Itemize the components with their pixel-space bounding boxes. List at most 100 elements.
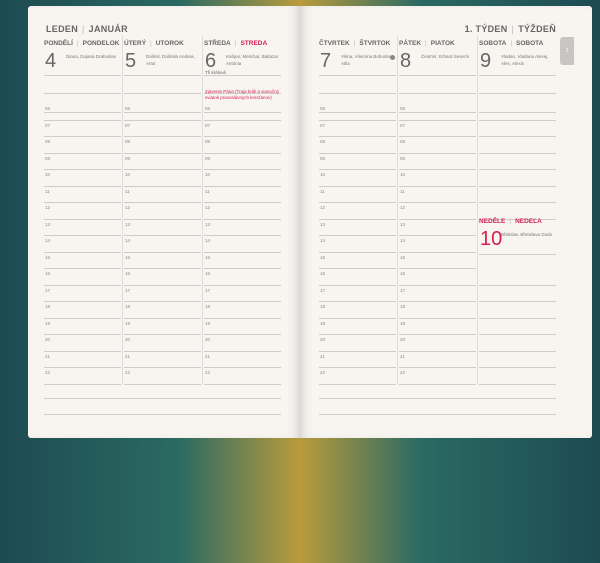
hour-line[interactable] — [479, 367, 556, 368]
writing-line[interactable] — [44, 93, 121, 94]
hour-line[interactable] — [44, 317, 121, 319]
hour-line[interactable] — [44, 235, 121, 236]
hour-line[interactable] — [124, 301, 201, 302]
writing-line[interactable] — [479, 254, 556, 255]
hour-line[interactable] — [204, 119, 281, 121]
hour-line[interactable] — [399, 218, 476, 220]
hour-line[interactable] — [44, 334, 121, 335]
hour-line[interactable] — [399, 268, 476, 269]
hour-line[interactable] — [319, 251, 396, 253]
hour-line[interactable] — [399, 251, 476, 253]
hour-line[interactable] — [204, 367, 281, 368]
hour-line[interactable] — [44, 136, 121, 137]
hour-line[interactable] — [124, 152, 201, 154]
hour-line[interactable] — [44, 367, 121, 368]
hour-line[interactable] — [124, 334, 201, 335]
hour-line[interactable] — [204, 185, 281, 187]
hour-line[interactable] — [319, 383, 396, 385]
writing-line[interactable] — [204, 93, 281, 94]
writing-line[interactable] — [204, 75, 281, 76]
hour-line[interactable] — [44, 301, 121, 302]
hour-line[interactable] — [44, 152, 121, 154]
hour-line[interactable] — [319, 268, 396, 269]
hour-line[interactable] — [319, 367, 396, 368]
writing-line[interactable] — [44, 75, 121, 76]
writing-line[interactable] — [204, 112, 281, 113]
hour-line[interactable] — [124, 119, 201, 121]
hour-line[interactable] — [399, 169, 476, 170]
hour-line[interactable] — [479, 169, 556, 170]
hour-line[interactable] — [124, 202, 201, 203]
hour-line[interactable] — [479, 136, 556, 137]
hour-line[interactable] — [319, 169, 396, 170]
hour-line[interactable] — [44, 119, 121, 121]
hour-line[interactable] — [399, 235, 476, 236]
hour-line[interactable] — [399, 119, 476, 121]
hour-line[interactable] — [124, 251, 201, 253]
hour-line[interactable] — [124, 185, 201, 187]
hour-line[interactable] — [44, 251, 121, 253]
hour-line[interactable] — [204, 317, 281, 319]
writing-line[interactable] — [399, 75, 476, 76]
bottom-line[interactable] — [44, 414, 281, 415]
hour-line[interactable] — [319, 136, 396, 137]
hour-line[interactable] — [319, 218, 396, 220]
hour-line[interactable] — [124, 383, 201, 385]
hour-line[interactable] — [399, 136, 476, 137]
writing-line[interactable] — [479, 93, 556, 94]
hour-line[interactable] — [319, 317, 396, 319]
writing-line[interactable] — [479, 112, 556, 113]
hour-line[interactable] — [319, 284, 396, 286]
hour-line[interactable] — [204, 235, 281, 236]
hour-line[interactable] — [479, 334, 556, 335]
hour-line[interactable] — [124, 367, 201, 368]
hour-line[interactable] — [479, 284, 556, 286]
hour-line[interactable] — [44, 383, 121, 385]
hour-line[interactable] — [479, 350, 556, 352]
hour-line[interactable] — [479, 301, 556, 302]
hour-line[interactable] — [319, 185, 396, 187]
hour-line[interactable] — [44, 185, 121, 187]
hour-line[interactable] — [319, 350, 396, 352]
hour-line[interactable] — [44, 202, 121, 203]
hour-line[interactable] — [319, 152, 396, 154]
hour-line[interactable] — [204, 136, 281, 137]
hour-line[interactable] — [399, 334, 476, 335]
hour-line[interactable] — [319, 119, 396, 121]
hour-line[interactable] — [399, 185, 476, 187]
hour-line[interactable] — [399, 350, 476, 352]
hour-line[interactable] — [399, 152, 476, 154]
hour-line[interactable] — [124, 218, 201, 220]
bottom-line[interactable] — [319, 414, 556, 415]
hour-line[interactable] — [399, 367, 476, 368]
hour-line[interactable] — [124, 136, 201, 137]
hour-line[interactable] — [124, 235, 201, 236]
hour-line[interactable] — [399, 202, 476, 203]
hour-line[interactable] — [204, 152, 281, 154]
hour-line[interactable] — [124, 268, 201, 269]
hour-line[interactable] — [319, 301, 396, 302]
hour-line[interactable] — [44, 169, 121, 170]
writing-line[interactable] — [479, 75, 556, 76]
hour-line[interactable] — [124, 317, 201, 319]
hour-line[interactable] — [399, 383, 476, 385]
hour-line[interactable] — [479, 202, 556, 203]
hour-line[interactable] — [124, 169, 201, 170]
writing-line[interactable] — [124, 93, 201, 94]
hour-line[interactable] — [479, 152, 556, 154]
hour-line[interactable] — [204, 268, 281, 269]
bottom-line[interactable] — [44, 398, 281, 399]
hour-line[interactable] — [479, 383, 556, 385]
hour-line[interactable] — [479, 185, 556, 187]
hour-line[interactable] — [204, 251, 281, 253]
hour-line[interactable] — [399, 284, 476, 286]
writing-line[interactable] — [124, 75, 201, 76]
hour-line[interactable] — [124, 284, 201, 286]
hour-line[interactable] — [204, 334, 281, 335]
hour-line[interactable] — [479, 317, 556, 319]
hour-line[interactable] — [204, 301, 281, 302]
hour-line[interactable] — [204, 383, 281, 385]
hour-line[interactable] — [44, 284, 121, 286]
writing-line[interactable] — [319, 93, 396, 94]
hour-line[interactable] — [399, 317, 476, 319]
